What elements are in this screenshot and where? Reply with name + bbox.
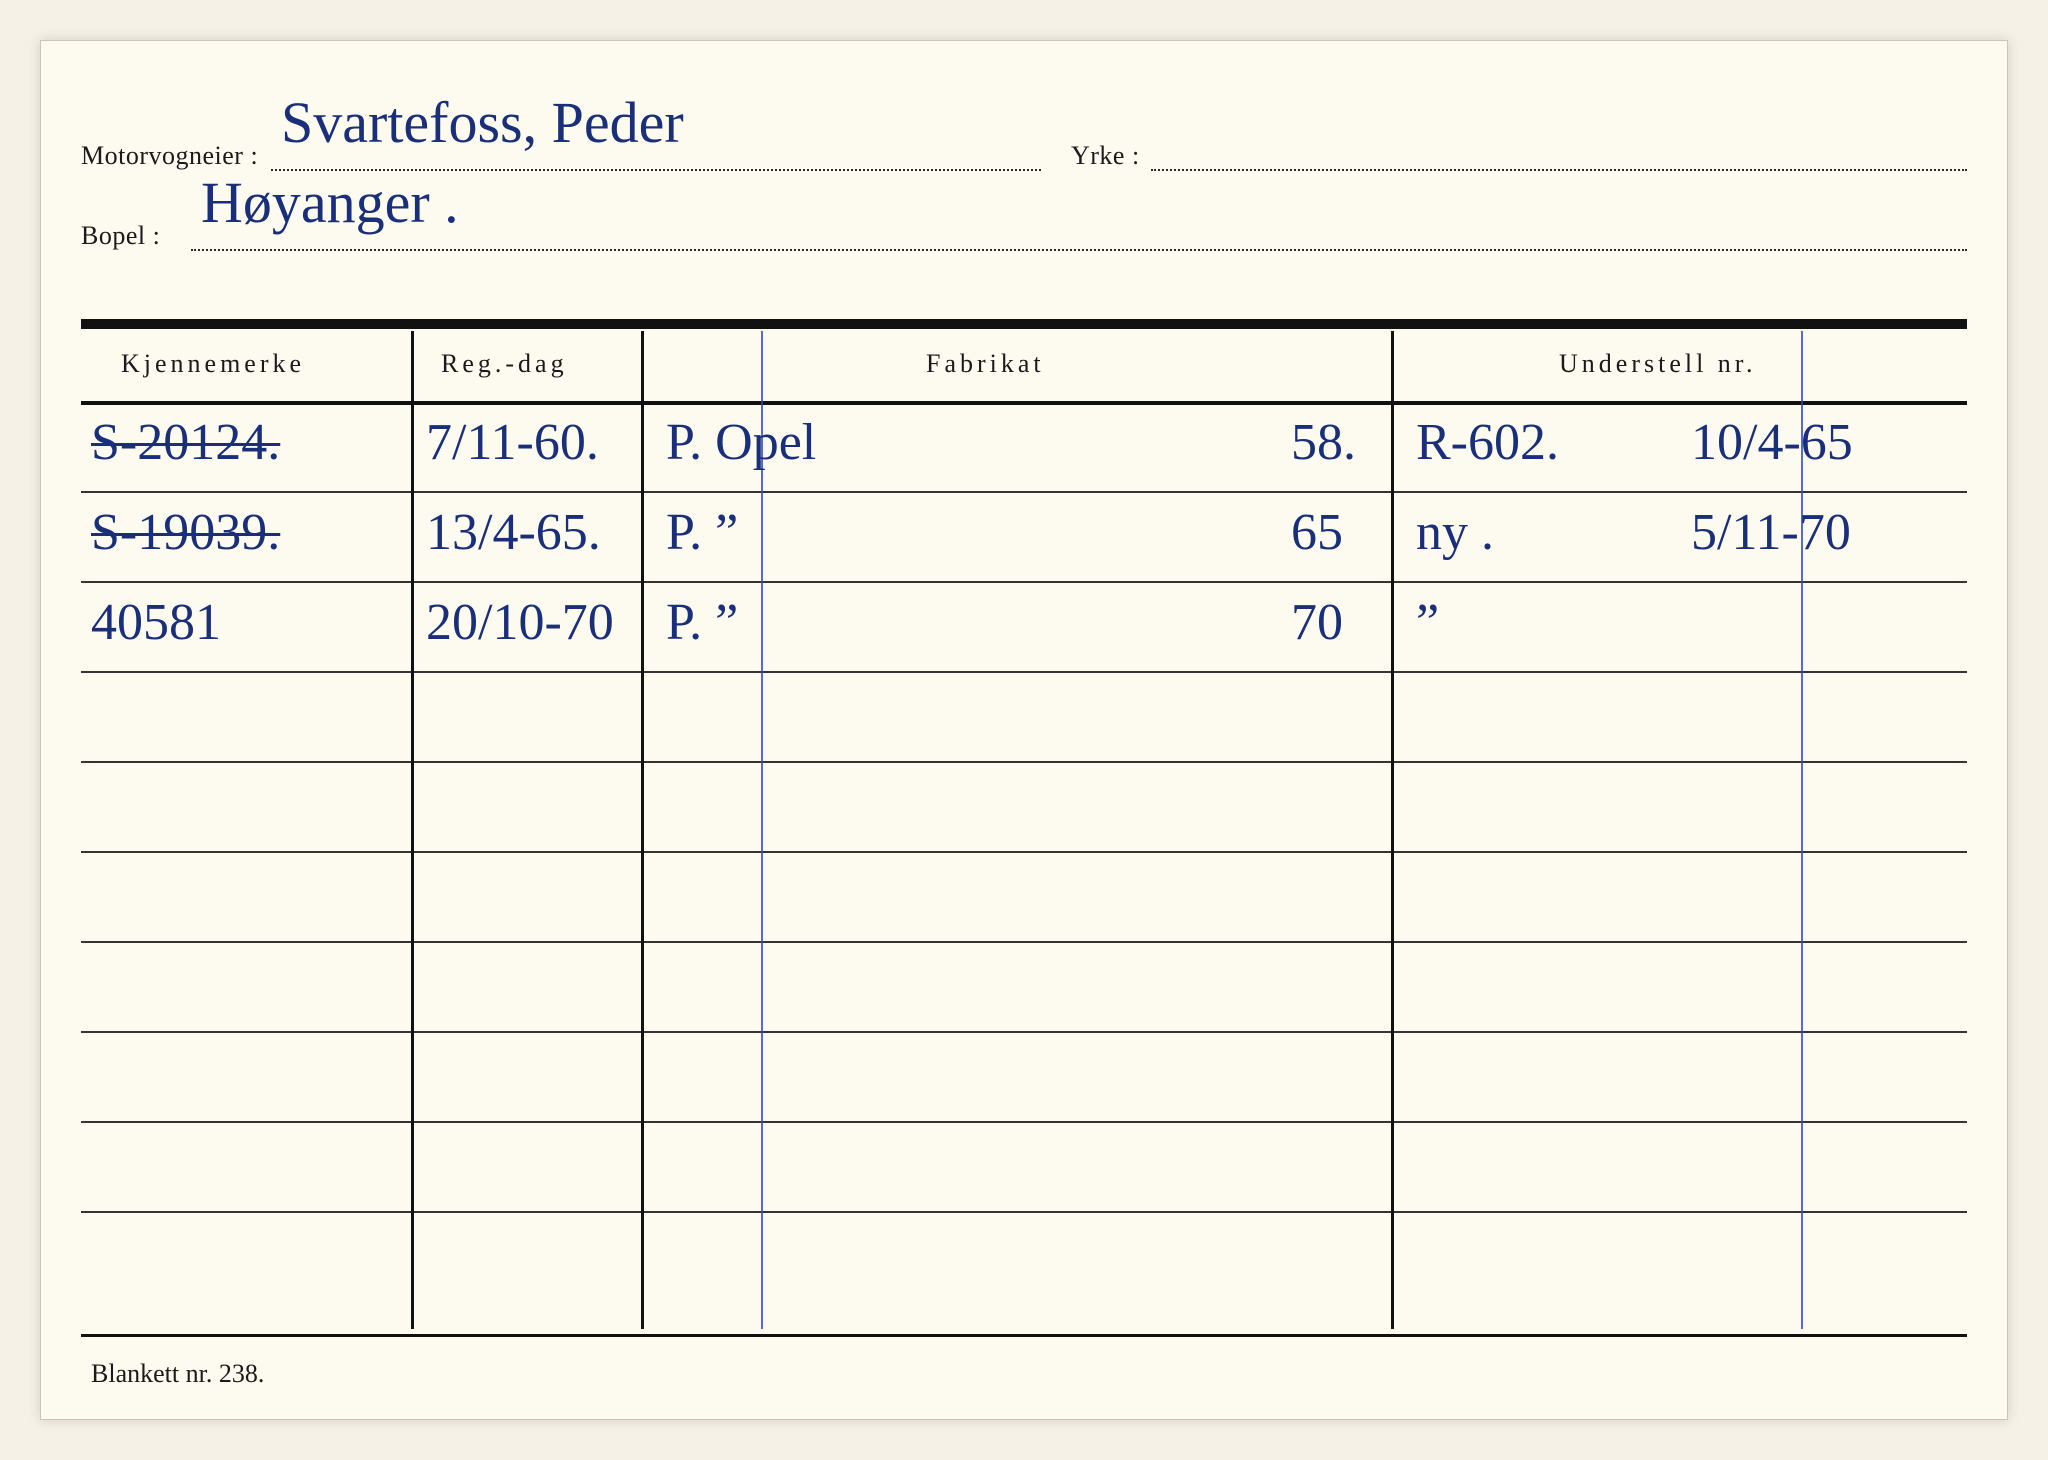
cell-kjennemerke: 40581: [91, 593, 221, 652]
cell-fabrikat: P. ”: [666, 593, 738, 652]
occupation-label: Yrke :: [1071, 141, 1140, 171]
pen-vertical-line: [761, 331, 763, 1329]
cell-regdag: 20/10-70: [426, 593, 614, 652]
row-divider: [81, 671, 1967, 673]
col-understell: Understell nr.: [1559, 349, 1757, 379]
cell-understell: ny .: [1416, 503, 1494, 562]
header-fields: Motorvogneier : Svartefoss, Peder Yrke :…: [81, 141, 1967, 311]
column-divider: [641, 331, 644, 1329]
row-divider: [81, 941, 1967, 943]
owner-label: Motorvogneier :: [81, 141, 258, 170]
cell-fabrikat-year: 58.: [1291, 413, 1356, 472]
header-rule: [81, 319, 1967, 329]
cell-fabrikat-year: 70: [1291, 593, 1343, 652]
row-divider: [81, 1031, 1967, 1033]
row-divider: [81, 851, 1967, 853]
row-divider: [81, 1211, 1967, 1213]
row-divider: [81, 761, 1967, 763]
cell-regdag: 13/4-65.: [426, 503, 601, 562]
cell-understell: ”: [1416, 593, 1439, 652]
cell-fabrikat: P. Opel: [666, 413, 816, 472]
cell-kjennemerke: S-20124.: [91, 413, 280, 472]
col-fabrikat: Fabrikat: [926, 349, 1045, 379]
col-kjennemerke: Kjennemerke: [121, 349, 305, 379]
owner-value: Svartefoss, Peder: [281, 89, 684, 156]
bottom-rule: [81, 1334, 1967, 1337]
header-underline: [81, 401, 1967, 405]
register-table: Kjennemerke Reg.-dag Fabrikat Understell nr…: [81, 331, 1967, 1329]
cell-regdag: 7/11-60.: [426, 413, 599, 472]
residence-value: Høyanger .: [201, 169, 459, 236]
cell-understell-date: 10/4-65: [1691, 413, 1853, 472]
col-regdag: Reg.-dag: [441, 349, 568, 379]
cell-fabrikat-year: 65: [1291, 503, 1343, 562]
row-divider: [81, 1121, 1967, 1123]
residence-label: Bopel :: [81, 221, 160, 250]
registration-card: Motorvogneier : Svartefoss, Peder Yrke :…: [40, 40, 2008, 1420]
form-number: Blankett nr. 238.: [91, 1359, 264, 1389]
cell-understell: R-602.: [1416, 413, 1559, 472]
cell-kjennemerke: S-19039.: [91, 503, 280, 562]
cell-fabrikat: P. ”: [666, 503, 738, 562]
row-divider: [81, 491, 1967, 493]
column-divider: [1391, 331, 1394, 1329]
row-divider: [81, 581, 1967, 583]
column-divider: [411, 331, 414, 1329]
cell-understell-date: 5/11-70: [1691, 503, 1851, 562]
pen-vertical-line: [1801, 331, 1803, 1329]
